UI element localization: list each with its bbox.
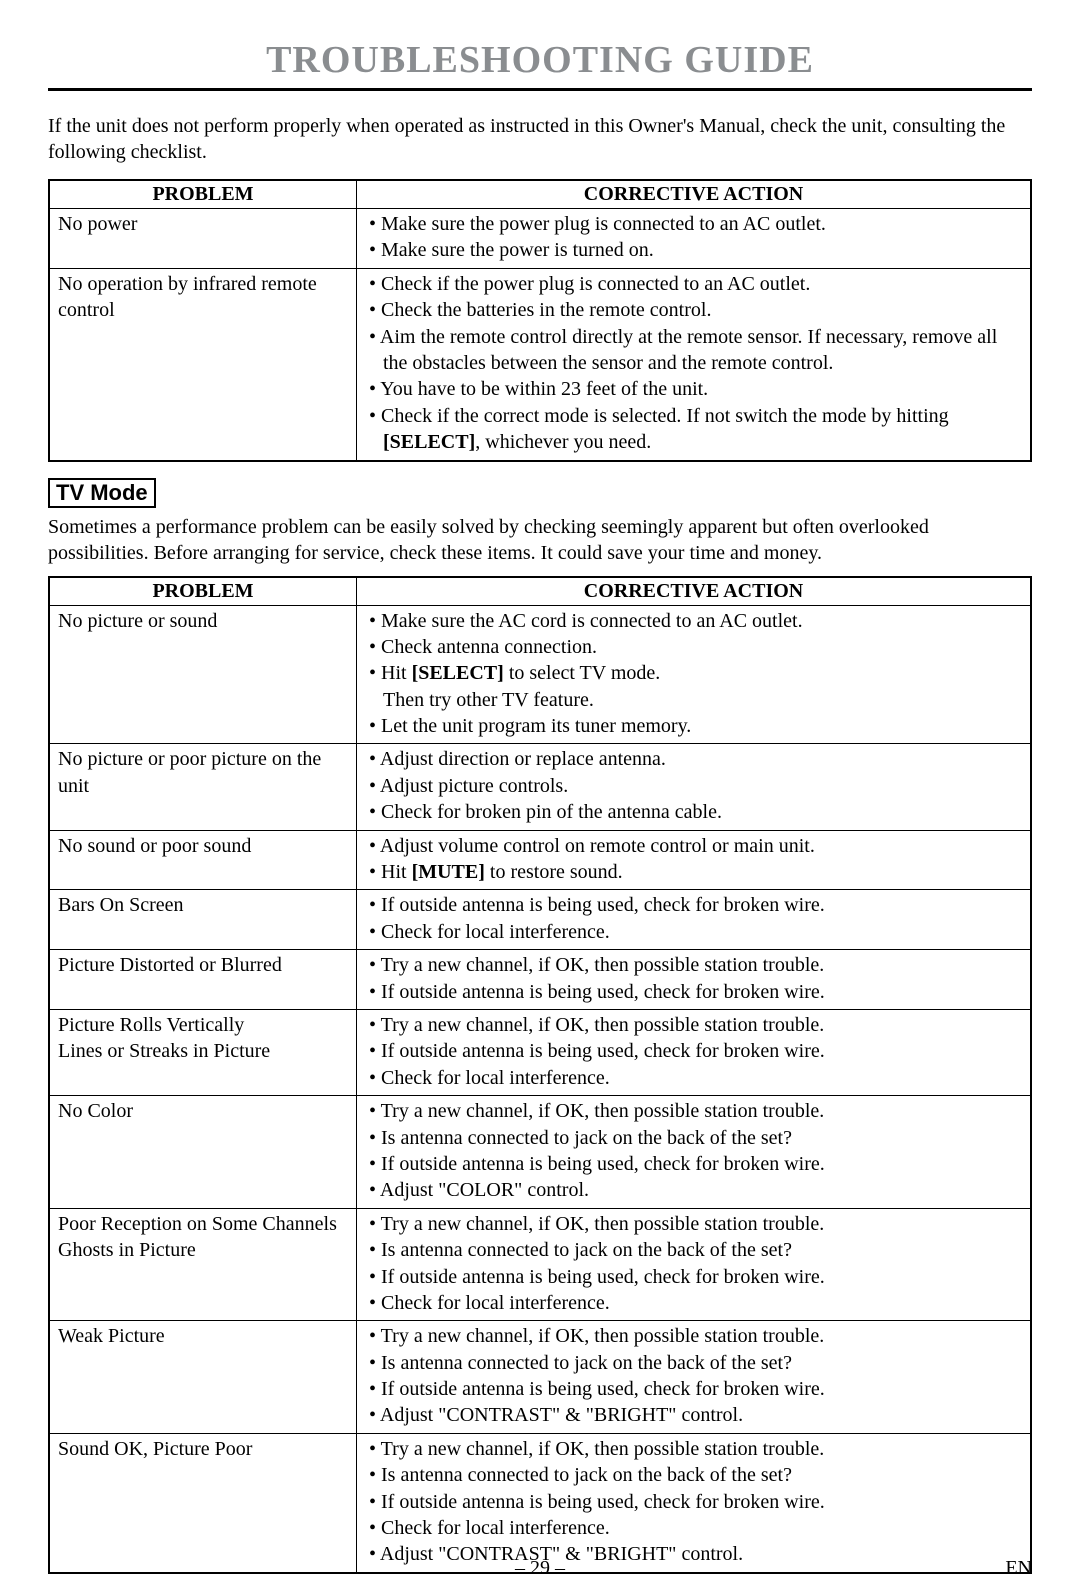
action-line: • Check the batteries in the remote cont…: [365, 297, 1022, 323]
action-line: • If outside antenna is being used, chec…: [365, 1489, 1022, 1515]
title-bar: TROUBLESHOOTING GUIDE: [48, 38, 1032, 91]
problem-cell: Picture Rolls VerticallyLines or Streaks…: [49, 1009, 357, 1095]
action-cell: • Try a new channel, if OK, then possibl…: [357, 1433, 1032, 1572]
action-line: • Hit [MUTE] to restore sound.: [365, 859, 1022, 885]
action-line: • Is antenna connected to jack on the ba…: [365, 1462, 1022, 1488]
table-row: No picture or sound • Make sure the AC co…: [49, 605, 1031, 744]
col-header-problem: PROBLEM: [49, 180, 357, 209]
action-line: • Check for local interference.: [365, 1290, 1022, 1316]
action-line: • Check if the power plug is connected t…: [365, 271, 1022, 297]
problem-cell: No operation by infrared remote control: [49, 268, 357, 460]
action-line: • Check for broken pin of the antenna ca…: [365, 799, 1022, 825]
table-row: Picture Rolls VerticallyLines or Streaks…: [49, 1009, 1031, 1095]
action-cell: • Try a new channel, if OK, then possibl…: [357, 1009, 1032, 1095]
action-cell: • If outside antenna is being used, chec…: [357, 890, 1032, 950]
problem-cell: Weak Picture: [49, 1321, 357, 1434]
action-line: • If outside antenna is being used, chec…: [365, 892, 1022, 918]
language-code: EN: [1005, 1557, 1032, 1580]
action-line: • If outside antenna is being used, chec…: [365, 1376, 1022, 1402]
action-line: • Check antenna connection.: [365, 634, 1022, 660]
action-line: • Hit [SELECT] to select TV mode.: [365, 660, 1022, 686]
action-line: • If outside antenna is being used, chec…: [365, 1038, 1022, 1064]
problem-cell: No picture or poor picture on the unit: [49, 744, 357, 830]
page-footer: – 29 – EN: [48, 1557, 1032, 1580]
action-line: • Make sure the power plug is connected …: [365, 211, 1022, 237]
table-row: Bars On Screen • If outside antenna is be…: [49, 890, 1031, 950]
document-page: TROUBLESHOOTING GUIDE If the unit does n…: [0, 0, 1080, 1594]
action-line: • If outside antenna is being used, chec…: [365, 979, 1022, 1005]
action-line: • Try a new channel, if OK, then possibl…: [365, 1436, 1022, 1462]
action-cell: • Adjust direction or replace antenna.• …: [357, 744, 1032, 830]
page-number: – 29 –: [515, 1557, 565, 1580]
problem-cell: Bars On Screen: [49, 890, 357, 950]
action-line: • Aim the remote control directly at the…: [365, 324, 1022, 377]
intro-text: If the unit does not perform properly wh…: [48, 113, 1032, 165]
action-cell: • Make sure the AC cord is connected to …: [357, 605, 1032, 744]
section-intro-tvmode: Sometimes a performance problem can be e…: [48, 514, 1032, 566]
problem-cell: No sound or poor sound: [49, 830, 357, 890]
action-line: • Is antenna connected to jack on the ba…: [365, 1125, 1022, 1151]
action-line: • Try a new channel, if OK, then possibl…: [365, 952, 1022, 978]
action-line: • Adjust volume control on remote contro…: [365, 833, 1022, 859]
problem-cell: No picture or sound: [49, 605, 357, 744]
action-line: • If outside antenna is being used, chec…: [365, 1264, 1022, 1290]
problem-cell: No power: [49, 209, 357, 269]
action-cell: • Try a new channel, if OK, then possibl…: [357, 1321, 1032, 1434]
table-row: No power • Make sure the power plug is co…: [49, 209, 1031, 269]
col-header-action: CORRECTIVE ACTION: [357, 180, 1032, 209]
action-cell: • Make sure the power plug is connected …: [357, 209, 1032, 269]
table-row: No Color • Try a new channel, if OK, then…: [49, 1096, 1031, 1209]
action-line: • Check if the correct mode is selected.…: [365, 403, 1022, 456]
troubleshoot-table-general: PROBLEM CORRECTIVE ACTION No power • Make…: [48, 179, 1032, 462]
action-line: • Is antenna connected to jack on the ba…: [365, 1350, 1022, 1376]
page-title: TROUBLESHOOTING GUIDE: [266, 39, 814, 81]
action-cell: • Try a new channel, if OK, then possibl…: [357, 1096, 1032, 1209]
action-line: • Adjust "COLOR" control.: [365, 1177, 1022, 1203]
action-line: • Make sure the power is turned on.: [365, 237, 1022, 263]
col-header-action: CORRECTIVE ACTION: [357, 577, 1032, 606]
action-line: • You have to be within 23 feet of the u…: [365, 376, 1022, 402]
action-line: • Try a new channel, if OK, then possibl…: [365, 1323, 1022, 1349]
action-line: • Try a new channel, if OK, then possibl…: [365, 1012, 1022, 1038]
problem-cell: Poor Reception on Some ChannelsGhosts in…: [49, 1208, 357, 1321]
action-line: • Adjust picture controls.: [365, 773, 1022, 799]
table-row: No picture or poor picture on the unit• …: [49, 744, 1031, 830]
action-line: • Make sure the AC cord is connected to …: [365, 608, 1022, 634]
col-header-problem: PROBLEM: [49, 577, 357, 606]
action-line: • If outside antenna is being used, chec…: [365, 1151, 1022, 1177]
action-line: • Try a new channel, if OK, then possibl…: [365, 1098, 1022, 1124]
action-line: • Check for local interference.: [365, 1515, 1022, 1541]
table-row: Picture Distorted or Blurred • Try a new …: [49, 950, 1031, 1010]
section-label-tvmode: TV Mode: [48, 478, 156, 508]
action-line: • Try a new channel, if OK, then possibl…: [365, 1211, 1022, 1237]
troubleshoot-table-tvmode: PROBLEM CORRECTIVE ACTION No picture or …: [48, 576, 1032, 1574]
table-row: Sound OK, Picture Poor • Try a new channe…: [49, 1433, 1031, 1572]
action-line: • Check for local interference.: [365, 919, 1022, 945]
problem-cell: Picture Distorted or Blurred: [49, 950, 357, 1010]
action-cell: • Check if the power plug is connected t…: [357, 268, 1032, 460]
action-cell: • Adjust volume control on remote contro…: [357, 830, 1032, 890]
action-cell: • Try a new channel, if OK, then possibl…: [357, 1208, 1032, 1321]
problem-cell: Sound OK, Picture Poor: [49, 1433, 357, 1572]
action-cell: • Try a new channel, if OK, then possibl…: [357, 950, 1032, 1010]
action-line: • Is antenna connected to jack on the ba…: [365, 1237, 1022, 1263]
action-line: • Adjust "CONTRAST" & "BRIGHT" control.: [365, 1402, 1022, 1428]
problem-cell: No Color: [49, 1096, 357, 1209]
table-row: Weak Picture • Try a new channel, if OK, …: [49, 1321, 1031, 1434]
table-row: No operation by infrared remote control•…: [49, 268, 1031, 460]
action-line: • Adjust direction or replace antenna.: [365, 746, 1022, 772]
table-row: Poor Reception on Some ChannelsGhosts in…: [49, 1208, 1031, 1321]
table-row: No sound or poor sound • Adjust volume co…: [49, 830, 1031, 890]
action-line: Then try other TV feature.: [365, 687, 1022, 713]
action-line: • Let the unit program its tuner memory.: [365, 713, 1022, 739]
action-line: • Check for local interference.: [365, 1065, 1022, 1091]
